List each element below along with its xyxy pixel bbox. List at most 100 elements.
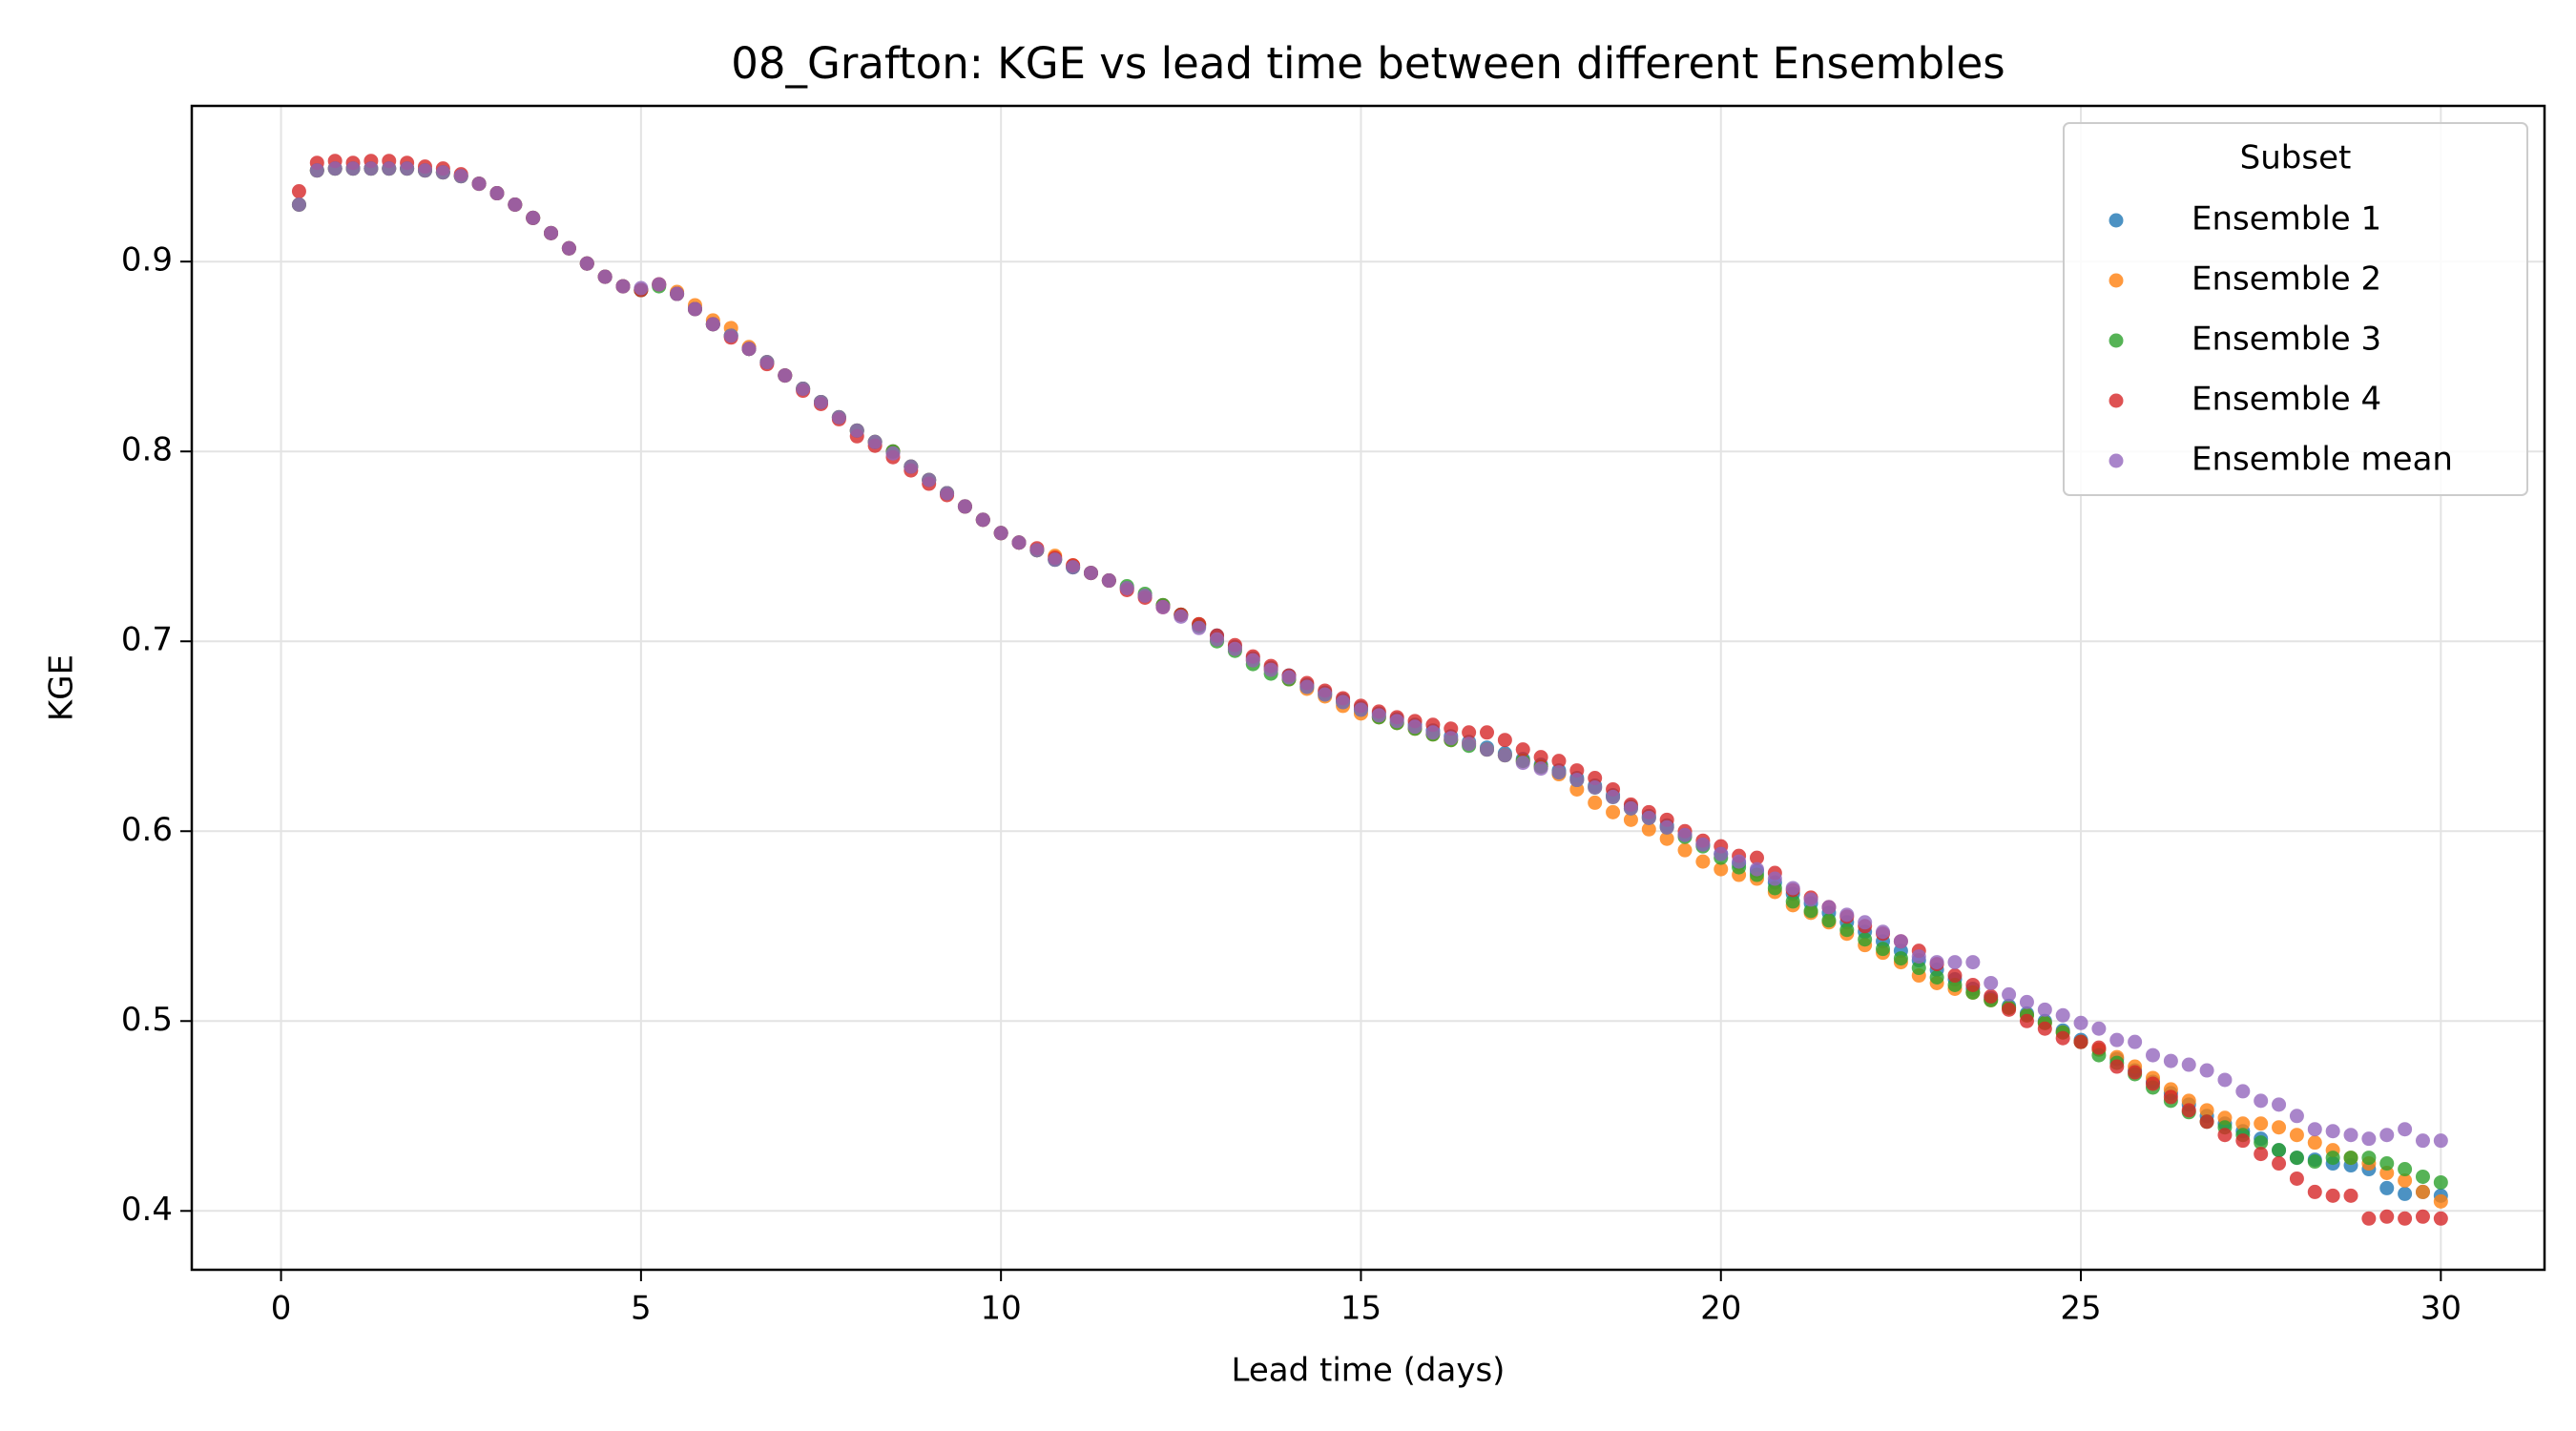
point (2325, 1151, 2340, 1166)
point (1245, 653, 1260, 668)
point (2307, 1122, 2322, 1137)
point (1876, 924, 1891, 940)
point (2433, 1211, 2448, 1226)
point (2235, 1084, 2251, 1099)
point (2379, 1128, 2395, 1143)
point (1821, 900, 1837, 915)
point (2379, 1180, 2395, 1195)
y-tick-label: 0.8 (121, 431, 173, 469)
point (2002, 986, 2017, 1002)
point (2199, 1103, 2214, 1118)
point (2055, 1030, 2070, 1046)
point (1947, 955, 1963, 970)
point (2091, 1021, 2107, 1036)
point (1281, 670, 1297, 685)
point (2073, 1015, 2088, 1030)
point (1839, 907, 1855, 923)
point (670, 286, 685, 301)
point (1533, 750, 1548, 765)
point (2199, 1114, 2214, 1130)
point (1515, 756, 1530, 771)
points (291, 154, 2448, 1226)
point (1965, 955, 1981, 970)
point (741, 342, 757, 357)
legend: Subset Ensemble 1 Ensemble 2 Ensemble 3 Ense… (2063, 122, 2528, 496)
point (2433, 1193, 2448, 1209)
x-tick-label: 25 (2060, 1290, 2101, 1328)
legend-marker (2109, 453, 2124, 468)
point (1606, 804, 1621, 819)
y-tick-label: 0.4 (121, 1191, 173, 1229)
point (1785, 894, 1800, 909)
point (2217, 1072, 2233, 1088)
point (400, 161, 415, 176)
point (2272, 1156, 2287, 1172)
point (1641, 821, 1656, 837)
x-tick-label: 15 (1340, 1290, 1381, 1328)
point (1641, 810, 1656, 825)
point (1659, 831, 1674, 846)
chart-title: 08_Grafton: KGE vs lead time between dif… (731, 38, 2005, 89)
point (2289, 1171, 2304, 1186)
y-tick-label: 0.6 (121, 811, 173, 849)
legend-title: Subset (2240, 139, 2352, 177)
point (1606, 789, 1621, 804)
point (1965, 977, 1981, 992)
point (2109, 1032, 2125, 1047)
point (2361, 1211, 2377, 1226)
point (2163, 1053, 2178, 1068)
point (2217, 1128, 2233, 1143)
point (417, 163, 432, 178)
point (1732, 854, 1747, 869)
point (453, 169, 468, 184)
point (940, 486, 955, 501)
point (2289, 1109, 2304, 1124)
point (2415, 1133, 2430, 1149)
point (1155, 599, 1171, 614)
point (2163, 1089, 2178, 1105)
point (2343, 1188, 2358, 1203)
point (1803, 903, 1818, 919)
point (1893, 951, 1908, 966)
point (2254, 1093, 2269, 1109)
point (579, 256, 594, 271)
point (2181, 1103, 2196, 1118)
point (2433, 1133, 2448, 1149)
point (2254, 1135, 2269, 1151)
point (1858, 915, 1873, 930)
point (2146, 1047, 2161, 1063)
point (435, 165, 450, 180)
point (1839, 923, 1855, 938)
point (1192, 620, 1207, 635)
legend-marker (2109, 273, 2124, 288)
point (1407, 719, 1423, 735)
point (1462, 736, 1477, 752)
point (1299, 679, 1315, 695)
point (2055, 1007, 2070, 1023)
point (2379, 1209, 2395, 1224)
point (2199, 1063, 2214, 1078)
point (2272, 1143, 2287, 1158)
point (2037, 1021, 2052, 1036)
point (2128, 1065, 2143, 1080)
point (759, 355, 775, 370)
point (544, 225, 559, 240)
point (2398, 1172, 2413, 1188)
point (508, 197, 523, 212)
point (2343, 1128, 2358, 1143)
point (1714, 846, 1729, 861)
point (1480, 742, 1495, 757)
y-tick-label: 0.5 (121, 1001, 173, 1039)
x-axis-label: Lead time (days) (1232, 1352, 1506, 1390)
point (849, 423, 864, 438)
point (2343, 1151, 2358, 1166)
point (2254, 1147, 2269, 1162)
point (1714, 861, 1729, 877)
point (2181, 1057, 2196, 1072)
point (1137, 588, 1153, 603)
point (1695, 854, 1711, 869)
x-tick-label: 10 (981, 1290, 1022, 1328)
point (2128, 1034, 2143, 1049)
point (2019, 1013, 2034, 1028)
